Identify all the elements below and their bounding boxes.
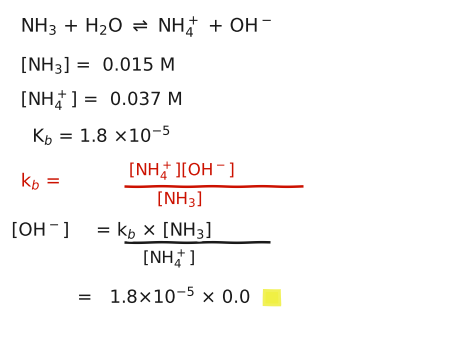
Text: = k$_b$ × [NH$_3$]: = k$_b$ × [NH$_3$] (96, 220, 212, 241)
FancyBboxPatch shape (263, 289, 281, 306)
Text: [NH$_4^+$] =  0.037 M: [NH$_4^+$] = 0.037 M (21, 88, 182, 113)
Text: [OH$^-$]: [OH$^-$] (11, 220, 70, 240)
Text: [NH$_3$] =  0.015 M: [NH$_3$] = 0.015 M (21, 55, 175, 76)
Text: k$_b$ =: k$_b$ = (21, 170, 61, 191)
Text: NH$_3$ + H$_2$O $\rightleftharpoons$ NH$_4^+$ + OH$^-$: NH$_3$ + H$_2$O $\rightleftharpoons$ NH$… (21, 14, 273, 39)
Text: [NH$_4^+$]: [NH$_4^+$] (143, 246, 196, 271)
Text: [NH$_3$]: [NH$_3$] (157, 188, 203, 209)
Text: K$_b$ = 1.8 ×10$^{-5}$: K$_b$ = 1.8 ×10$^{-5}$ (21, 124, 171, 147)
Text: [NH$_4^+$][OH$^-$]: [NH$_4^+$][OH$^-$] (129, 158, 235, 182)
Text: =   1.8×10$^{-5}$ × 0.0: = 1.8×10$^{-5}$ × 0.0 (77, 287, 251, 307)
